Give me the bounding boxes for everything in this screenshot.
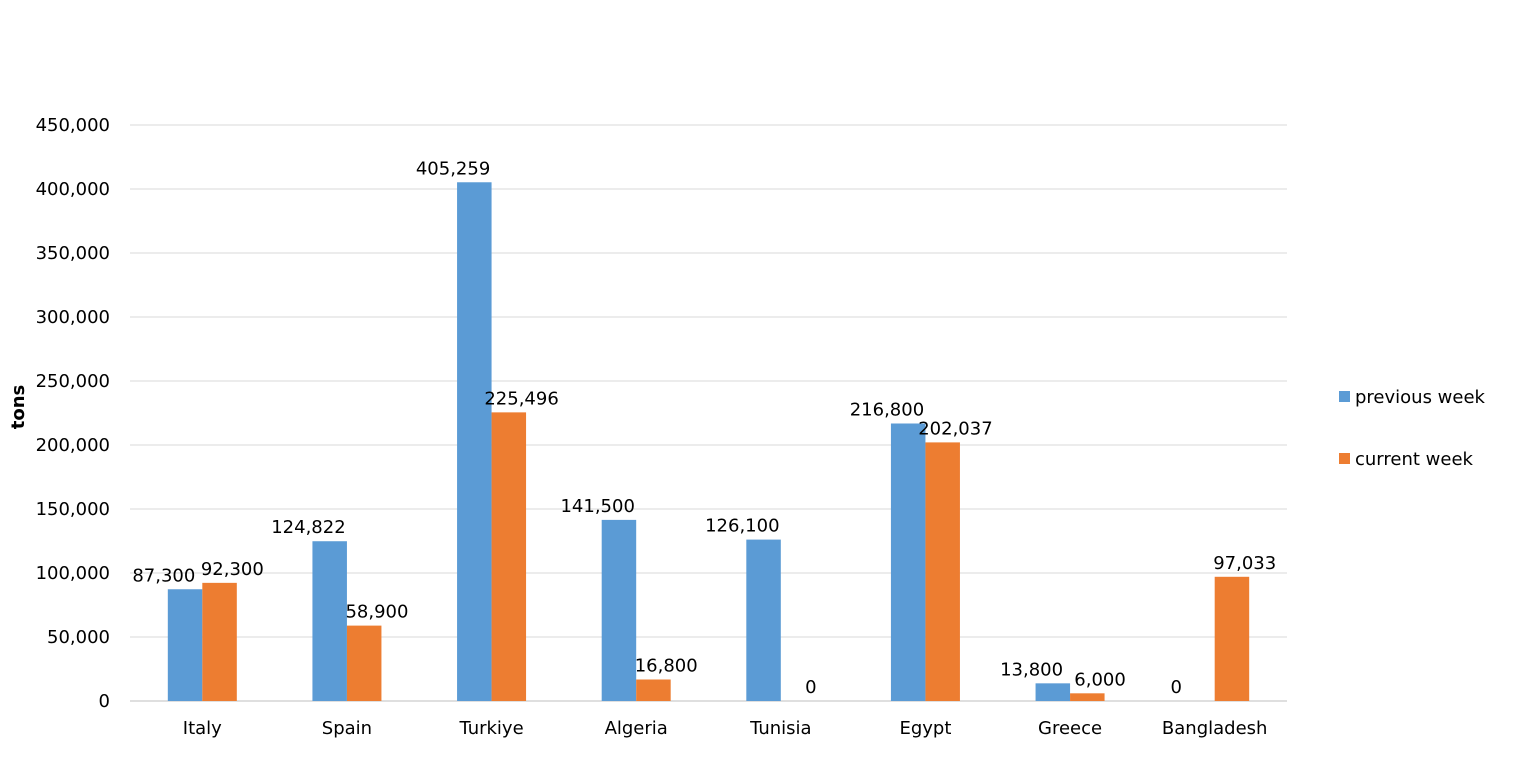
- data-label: 16,800: [635, 655, 698, 676]
- data-label: 6,000: [1074, 669, 1126, 690]
- x-tick-label: Bangladesh: [1162, 718, 1268, 739]
- data-label: 0: [1170, 677, 1181, 698]
- bar-current-week: [202, 582, 237, 701]
- y-tick-label: 450,000: [36, 115, 110, 136]
- y-tick-label: 400,000: [36, 179, 110, 200]
- data-label: 58,900: [345, 602, 408, 623]
- data-label: 124,822: [271, 517, 345, 538]
- bar-previous-week: [1035, 683, 1071, 701]
- bar-previous-week: [890, 423, 926, 701]
- y-tick-label: 0: [99, 691, 110, 712]
- y-tick-label: 150,000: [36, 499, 110, 520]
- bar-current-week: [636, 679, 671, 701]
- y-tick-label: 250,000: [36, 371, 110, 392]
- data-label: 87,300: [132, 565, 195, 586]
- data-label: 405,259: [416, 158, 490, 179]
- bar-previous-week: [601, 519, 637, 701]
- bar-current-week: [346, 625, 382, 701]
- x-tick-label: Italy: [183, 718, 222, 739]
- data-label: 216,800: [850, 399, 924, 420]
- bar-current-week: [925, 442, 960, 701]
- bar-previous-week: [746, 539, 781, 701]
- data-label: 0: [805, 677, 816, 698]
- data-label: 13,800: [1000, 659, 1063, 680]
- data-label: 126,100: [705, 516, 779, 537]
- data-label: 225,496: [484, 388, 558, 409]
- x-tick-label: Turkiye: [458, 718, 523, 739]
- bar-previous-week: [312, 541, 347, 701]
- legend-swatch: [1339, 391, 1350, 402]
- legend: previous week current week: [1339, 387, 1486, 470]
- x-tick-label: Greece: [1038, 718, 1102, 739]
- x-tick-label: Tunisia: [749, 718, 812, 739]
- legend-label: current week: [1355, 449, 1474, 470]
- data-label: 141,500: [560, 496, 634, 517]
- bar-current-week: [491, 412, 527, 701]
- data-labels: 87,300 124,822 405,259 141,500 126,100 216,80…: [132, 158, 1276, 698]
- legend-label: previous week: [1355, 387, 1486, 408]
- bar-previous-week: [457, 182, 492, 701]
- data-label: 202,037: [918, 418, 992, 439]
- y-tick-label: 200,000: [36, 435, 110, 456]
- data-label: 92,300: [201, 559, 264, 580]
- bar-current-week: [1070, 693, 1105, 701]
- x-tick-label: Egypt: [899, 718, 951, 739]
- x-tick-label: Algeria: [605, 718, 668, 739]
- bar-previous-week: [167, 589, 203, 701]
- x-tick-label: Spain: [322, 718, 372, 739]
- y-tick-label: 350,000: [36, 243, 110, 264]
- data-label: 97,033: [1213, 553, 1276, 574]
- bar-current-week: [1214, 576, 1250, 701]
- y-tick-label: 100,000: [36, 563, 110, 584]
- y-tick-label: 300,000: [36, 307, 110, 328]
- bars: [167, 182, 1250, 701]
- gridlines: [130, 124, 1287, 638]
- legend-swatch: [1339, 453, 1350, 464]
- y-axis-title: tons: [8, 385, 29, 430]
- y-tick-label: 50,000: [47, 627, 110, 648]
